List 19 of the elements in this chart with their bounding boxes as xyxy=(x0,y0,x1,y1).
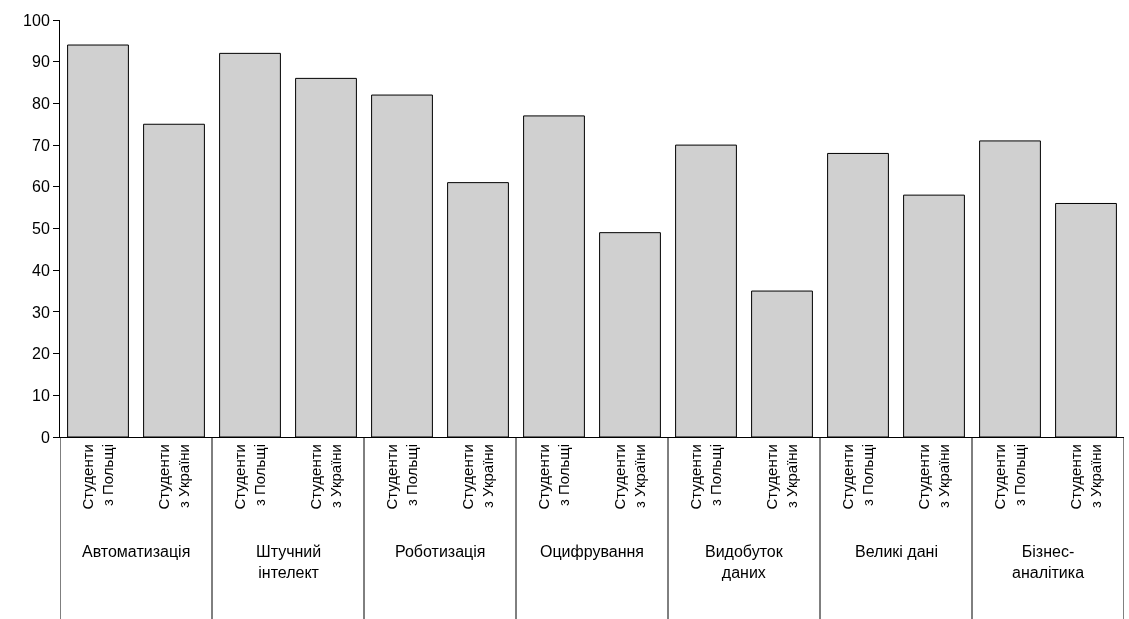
text: Штучний інтелект xyxy=(256,543,322,581)
y-tick-label: 60 xyxy=(32,178,50,196)
y-tick-label: 70 xyxy=(32,136,50,154)
y-tick-label: 40 xyxy=(32,261,50,279)
text: Оцифрування xyxy=(540,543,644,560)
text: Видобуток даних xyxy=(705,543,784,581)
y-tick-label: 0 xyxy=(40,428,50,446)
y-tick-label: 30 xyxy=(32,303,50,321)
y-tick-label: 80 xyxy=(32,95,50,112)
text: Великі дані xyxy=(855,543,938,560)
y-tick-label: 100 xyxy=(23,11,50,29)
text: Бізнес- аналітика xyxy=(1012,543,1085,581)
text: Автоматизація xyxy=(82,543,191,560)
y-tick-label: 10 xyxy=(32,386,50,404)
y-tick-label: 90 xyxy=(32,53,50,71)
y-tick-label: 50 xyxy=(32,220,50,238)
text: Роботизація xyxy=(395,543,486,560)
x-tick-label: Студенти з Польщі xyxy=(79,444,116,510)
y-tick-label: 20 xyxy=(32,345,50,363)
